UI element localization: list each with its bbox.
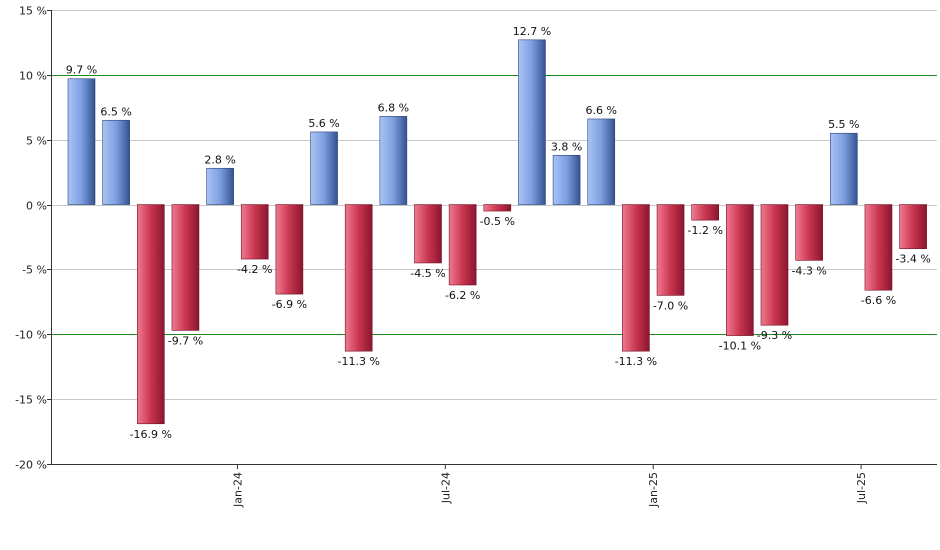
data-label: 12.7 % (513, 25, 551, 38)
data-label: -4.2 % (237, 263, 272, 276)
axes: 15 % 10 % 5 % 0 % -5 % -10 % -15 % -20 % Jan-24 J… (15, 5, 937, 508)
y-tick-label: -15 % (15, 394, 47, 407)
data-label: 2.8 % (204, 153, 235, 166)
bar (379, 116, 408, 205)
bar (622, 204, 650, 352)
data-label: -4.3 % (791, 264, 826, 277)
bar (448, 204, 477, 286)
data-label: -3.4 % (895, 253, 930, 266)
data-label: -11.3 % (337, 355, 379, 368)
data-label: -9.7 % (168, 334, 203, 347)
bar (137, 204, 165, 425)
data-label: 5.6 % (308, 117, 339, 130)
bar (864, 204, 893, 291)
bar (760, 204, 789, 326)
data-label: 5.5 % (828, 118, 859, 131)
data-label: -16.9 % (130, 428, 172, 441)
data-label: -6.2 % (445, 289, 480, 302)
data-label: -1.2 % (687, 224, 722, 237)
bar (899, 204, 927, 249)
data-label: 6.6 % (586, 104, 617, 117)
x-tick-label: Jul-24 (439, 472, 452, 504)
y-tick-label: 10 % (19, 70, 47, 83)
bar (656, 204, 685, 296)
data-label: -11.3 % (615, 355, 657, 368)
bar (171, 204, 200, 331)
x-tick-label: Jan-24 (231, 472, 244, 508)
data-label: 9.7 % (66, 64, 97, 77)
data-label: 6.8 % (378, 101, 409, 114)
y-tick-label: -5 % (22, 264, 47, 277)
y-tick-label: -20 % (15, 459, 47, 472)
bar (240, 204, 269, 260)
data-label: -6.9 % (272, 298, 307, 311)
bar (552, 154, 581, 205)
bar (102, 119, 130, 205)
x-tick-label: Jan-25 (647, 472, 660, 508)
bar (206, 167, 234, 205)
y-tick-label: 0 % (26, 200, 47, 213)
data-label: -9.3 % (757, 329, 792, 342)
bar (691, 204, 720, 221)
y-tick-label: 15 % (19, 5, 47, 18)
data-label: -6.6 % (861, 294, 896, 307)
data-label: -4.5 % (410, 267, 445, 280)
bar (587, 118, 616, 205)
bar (829, 132, 858, 205)
data-label: -0.5 % (480, 215, 515, 228)
bar (67, 78, 96, 205)
data-labels: 9.7 % 6.5 % -16.9 % -9.7 % 2.8 % -4.2 % -6.9 %… (66, 25, 931, 441)
bar (414, 204, 442, 264)
y-tick-label: -10 % (15, 329, 47, 342)
x-tick-label: Jul-25 (855, 472, 868, 504)
y-tick-label: 5 % (26, 135, 47, 148)
bar (275, 204, 304, 295)
data-label: -7.0 % (653, 299, 688, 312)
bar (518, 39, 546, 205)
data-label: 3.8 % (551, 140, 582, 153)
bar (795, 204, 823, 261)
data-label: 6.5 % (100, 105, 131, 118)
bar (483, 204, 512, 212)
bars (67, 39, 927, 425)
bar (726, 204, 754, 336)
bar (344, 204, 373, 352)
data-label: -10.1 % (719, 340, 761, 353)
bar (310, 131, 338, 205)
